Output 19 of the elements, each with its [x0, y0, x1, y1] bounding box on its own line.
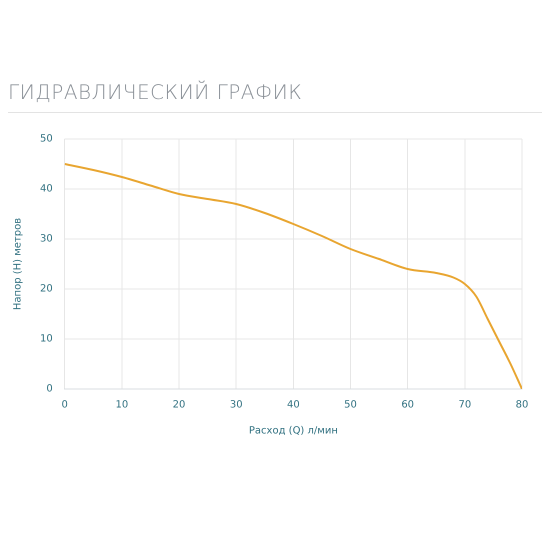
x-axis-title: Расход (Q) л/мин — [248, 426, 338, 437]
y-axis-title: Напор (Н) метров — [12, 218, 24, 310]
x-tick-label: 70 — [458, 400, 472, 411]
y-tick-label: 50 — [40, 134, 53, 145]
x-tick-label: 20 — [172, 400, 186, 411]
y-tick-label: 0 — [46, 384, 53, 395]
x-tick-label: 60 — [401, 400, 414, 411]
x-tick-label: 10 — [116, 400, 128, 411]
y-tick-label: 20 — [40, 284, 53, 295]
line-series — [64, 163, 522, 389]
y-tick-label: 40 — [40, 184, 53, 195]
y-tick-label: 30 — [40, 234, 53, 245]
x-tick-label: 30 — [230, 400, 243, 411]
x-tick-label: 50 — [344, 400, 357, 411]
chart-title: ГИДРАВЛИЧЕСКИЙ ГРАФИК — [8, 80, 542, 113]
y-tick-label: 10 — [40, 334, 53, 345]
x-tick-label: 80 — [516, 400, 528, 411]
x-tick-label: 40 — [286, 400, 300, 411]
x-tick-label: 0 — [62, 400, 68, 411]
